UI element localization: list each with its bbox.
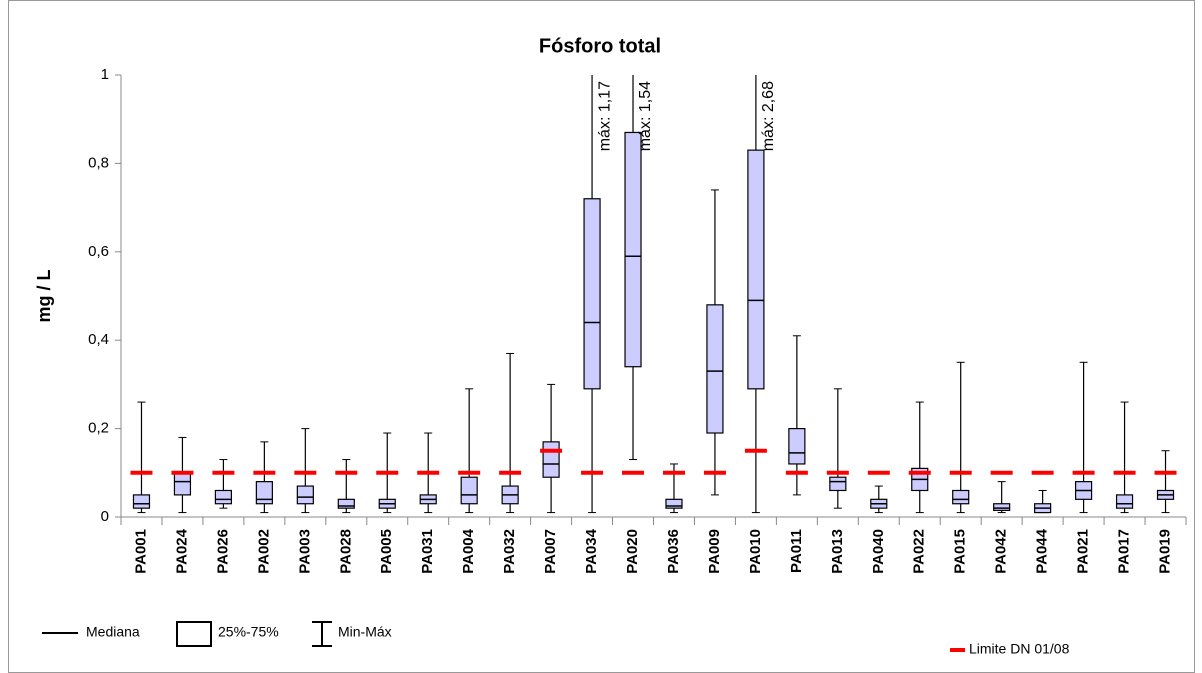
- box: [173, 472, 192, 496]
- chart-frame: [8, 0, 1195, 673]
- x-tick-label: PA026: [214, 529, 231, 574]
- y-tick-label: 0: [101, 508, 109, 525]
- legend-box-icon: [176, 621, 212, 647]
- box: [337, 498, 355, 509]
- x-tick-label: PA013: [829, 529, 846, 574]
- box: [1115, 494, 1134, 509]
- x-tick-label: PA032: [501, 529, 518, 574]
- x-tick-label: PA011: [788, 529, 805, 573]
- x-tick-label: PA015: [952, 529, 969, 574]
- box: [255, 481, 273, 505]
- x-tick-label: PA040: [870, 529, 887, 574]
- x-tick-label: PA044: [1034, 528, 1051, 573]
- box: [993, 503, 1011, 511]
- y-tick-label: 0,4: [88, 331, 109, 348]
- box: [214, 489, 233, 505]
- legend-label: 25%-75%: [218, 624, 279, 640]
- box: [132, 494, 151, 509]
- y-tick-label: 0,8: [88, 154, 109, 171]
- x-tick-label: PA004: [460, 528, 477, 573]
- box: [296, 485, 314, 505]
- legend-label: Min-Máx: [338, 624, 392, 640]
- max-annotation: máx: 1,54: [637, 81, 654, 151]
- box: [665, 498, 683, 509]
- y-tick-label: 1: [101, 66, 109, 83]
- x-tick-label: PA031: [419, 529, 436, 574]
- max-annotation: máx: 2,68: [760, 81, 777, 151]
- y-axis-label: mg / L: [34, 269, 54, 322]
- x-tick-label: PA034: [583, 528, 600, 573]
- x-tick-label: PA020: [624, 529, 641, 574]
- chart-title: Fósforo total: [539, 35, 661, 57]
- box: [542, 441, 560, 478]
- x-tick-label: PA010: [747, 529, 764, 574]
- x-tick-label: PA017: [1116, 529, 1133, 574]
- box: [624, 131, 642, 368]
- max-annotation: máx: 1,17: [596, 81, 613, 151]
- x-tick-label: PA028: [337, 529, 354, 574]
- x-tick-label: PA002: [255, 529, 272, 574]
- x-tick-label: PA021: [1075, 529, 1092, 574]
- legend-label: Mediana: [86, 624, 140, 640]
- x-tick-label: PA003: [296, 529, 313, 574]
- x-tick-label: PA022: [911, 529, 928, 574]
- box: [952, 489, 970, 505]
- box: [788, 428, 806, 465]
- x-tick-label: PA036: [665, 529, 682, 574]
- box: [583, 198, 601, 390]
- x-tick-label: PA019: [1156, 529, 1173, 574]
- x-tick-label: PA007: [542, 529, 559, 574]
- x-tick-label: PA009: [706, 529, 723, 574]
- x-tick-label: PA024: [173, 528, 190, 573]
- y-tick-label: 0,6: [88, 243, 109, 260]
- box: [460, 476, 478, 505]
- x-tick-label: PA005: [378, 529, 395, 574]
- box: [747, 149, 765, 390]
- box: [829, 476, 847, 492]
- x-tick-label: PA042: [993, 529, 1010, 574]
- legend-label: Limite DN 01/08: [969, 641, 1070, 657]
- legend-whisker-icon: [312, 621, 332, 647]
- legend: Mediana 25%-75% Min-Máx Limite DN 01/08: [42, 621, 1070, 657]
- x-tick-label: PA001: [132, 529, 149, 574]
- plot-area: [130, 75, 1177, 514]
- box: [706, 304, 724, 434]
- y-tick-label: 0,2: [88, 420, 109, 437]
